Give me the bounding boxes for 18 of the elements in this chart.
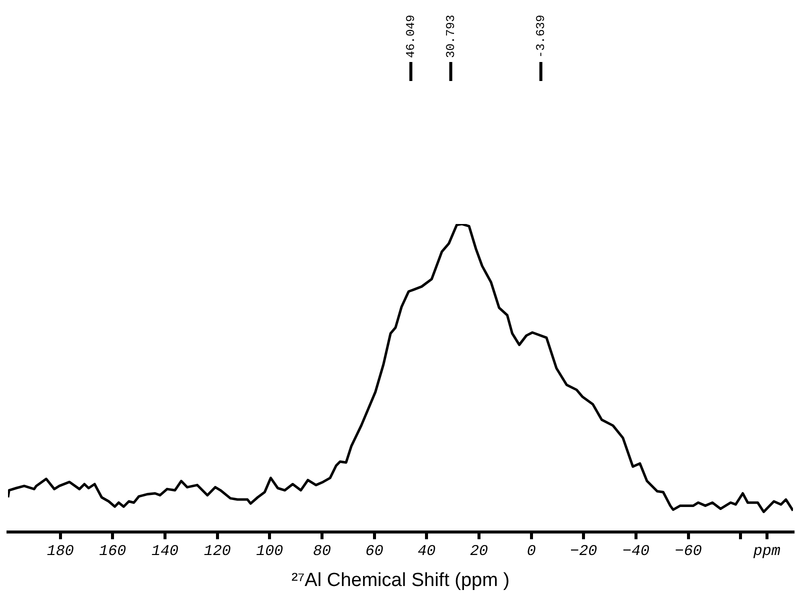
x-tick-label: 180	[46, 543, 74, 560]
ref-line-label: 30.793	[444, 14, 458, 58]
x-tick-label: −60	[674, 543, 702, 560]
x-tick-label: 100	[256, 543, 284, 560]
x-tick-label: 80	[312, 543, 332, 560]
x-tick-label: 0	[526, 543, 536, 560]
x-axis-title: ²⁷Al Chemical Shift (ppm )	[291, 570, 510, 591]
x-tick-label: 160	[99, 543, 126, 560]
ref-line-label: 46.049	[404, 14, 418, 58]
x-tick-label: −20	[570, 543, 598, 560]
x-tick-label: 60	[365, 543, 384, 560]
x-tick-label: 20	[470, 543, 488, 560]
x-tick-label: 120	[204, 543, 231, 560]
ref-line-label: -3.639	[534, 14, 548, 58]
x-tick-label: ppm	[752, 543, 780, 560]
x-tick-label: 40	[418, 543, 436, 560]
x-tick-label: 140	[151, 543, 179, 560]
x-tick-label: −40	[622, 543, 650, 560]
